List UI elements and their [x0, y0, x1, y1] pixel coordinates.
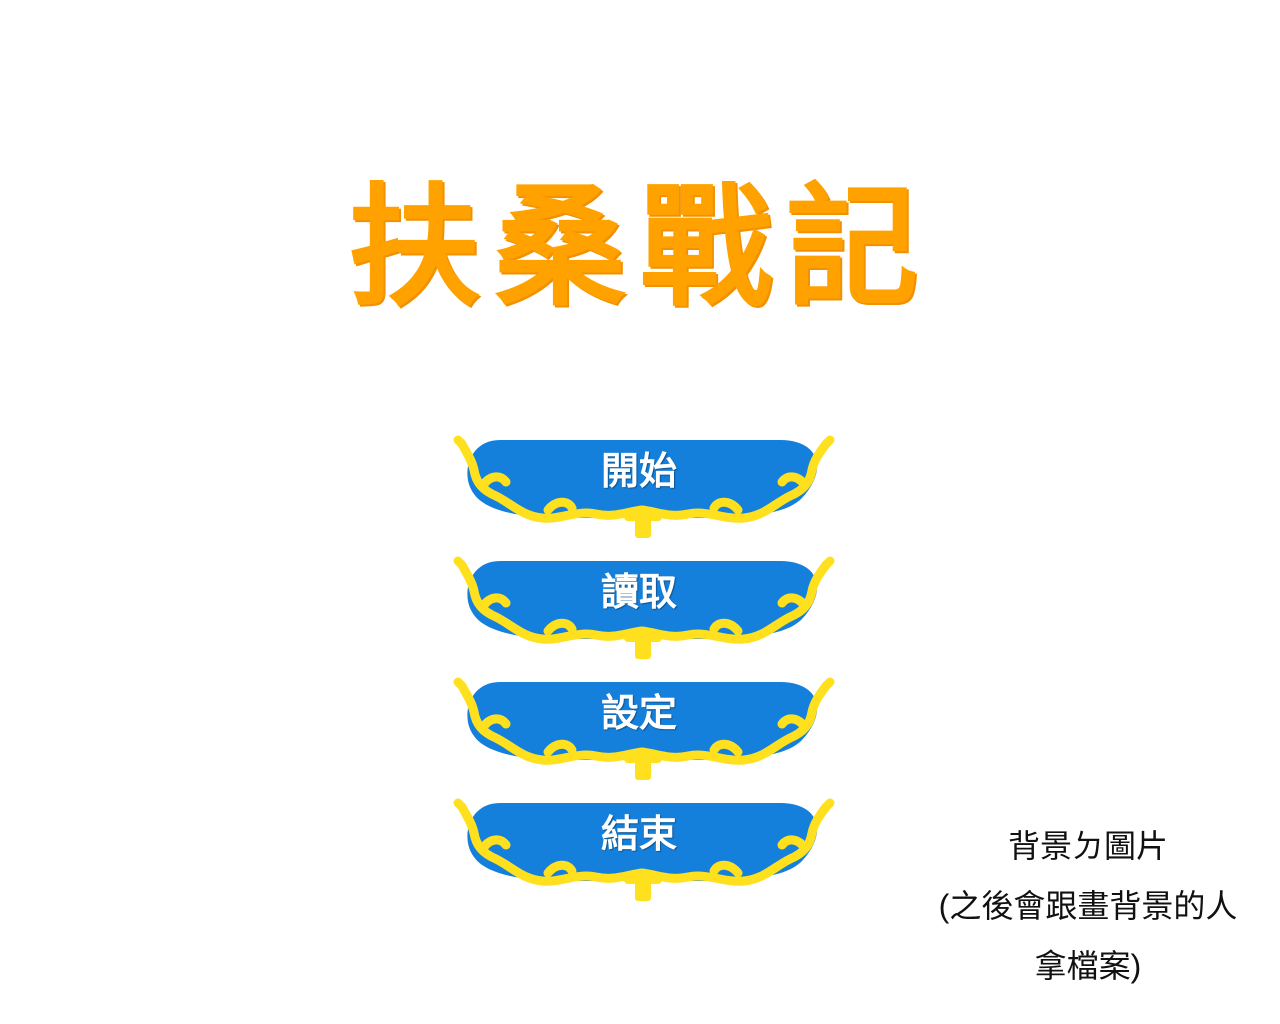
note-line-3: 拿檔案) — [1034, 948, 1142, 984]
exit-button[interactable]: 結束 — [453, 798, 835, 903]
game-title: 扶桑戰記 — [348, 170, 932, 325]
start-button[interactable]: 開始 — [453, 435, 835, 540]
background-placeholder-note: 背景ㄉ圖片 (之後會跟畫背景的人 拿檔案) — [908, 818, 1268, 998]
note-line-1: 背景ㄉ圖片 — [1007, 828, 1168, 864]
settings-button[interactable]: 設定 — [453, 677, 835, 782]
settings-button-label: 設定 — [600, 690, 677, 735]
ornate-button-frame — [453, 556, 835, 659]
note-line-2: (之後會跟畫背景的人 — [938, 888, 1238, 924]
ornate-button-frame — [453, 677, 835, 780]
exit-button-label: 結束 — [600, 811, 677, 856]
start-button-label: 開始 — [600, 448, 677, 493]
ornate-button-frame — [453, 435, 835, 538]
ornate-button-frame — [453, 798, 835, 901]
load-button[interactable]: 讀取 — [453, 556, 835, 661]
load-button-label: 讀取 — [600, 569, 677, 614]
